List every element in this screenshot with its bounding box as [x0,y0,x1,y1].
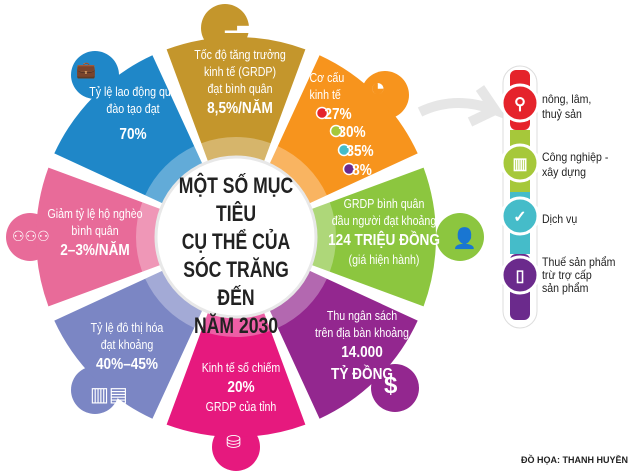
segment-labor [54,55,203,204]
bar-chart-icon: ▁▃▅↗ [225,16,276,33]
segment-inner-ring [201,312,271,337]
segment-structure: Cơ cấu kinh tế [310,70,361,104]
segment-inner-ring [201,136,271,162]
people-icon: ⚇⚇⚇ [12,228,50,244]
value: TỶ ĐỒNG [331,366,393,383]
label: Giảm tỷ lệ hộ nghèo [47,207,143,221]
legend-label: Dịch vụ [542,212,578,226]
segment-digital-economy [166,312,306,437]
check-icon-glyph: ✓ [513,209,526,226]
segment-digital-economy: Kinh tế số chiếm 20% GRDP của tỉnh [193,360,288,416]
credit: ĐỒ HỌA: THANH HUYỀN [521,455,628,465]
title-line: SÓC TRĂNG ĐẾN [183,257,289,310]
note: GRDP của tỉnh [205,400,277,414]
label: đạt khoảng [100,338,154,352]
notebook-icon [500,255,540,295]
factory-icon [500,143,540,183]
icon-bump [436,213,484,261]
legend-label: xây dựng [542,165,587,179]
center-circle [154,155,318,319]
legend-item-tax: Thuế sản phẩm trừ trợ cấp sản phẩm [542,256,615,295]
segment-urbanization [54,270,203,419]
segment-grdp-per-capita: GRDP bình quân đầu người đạt khoảng 124 … [328,196,440,269]
value-service: 35% [346,143,374,160]
segment-inner-ring [145,270,203,328]
title-line: NĂM 2030 [193,313,279,338]
label: Thu ngân sách [326,309,398,323]
pie-chart-icon: ◔ [370,72,386,102]
value-agri: 27% [324,106,352,123]
label: Tỷ lệ lao động qua [89,85,177,99]
label: đầu người đạt khoảng [331,214,437,228]
legend-item-agri: nông, lâm, thuỷ sản [542,92,591,122]
structure-dot-check-icon [337,143,351,157]
legend-label: trừ trợ cấp [542,268,592,282]
segment-inner-ring [145,146,203,204]
label: kinh tế [309,88,341,102]
legend-label: Thuế sản phẩm [542,255,616,269]
briefcase-icon: 💼 [76,62,96,79]
segment-poverty [36,167,161,307]
structure-dot-factory-icon [329,124,343,138]
segment-inner-ring [269,270,327,328]
segment-poverty: Giảm tỷ lệ hộ nghèo bình quân 2–3%/NĂM [40,206,151,262]
value: 70% [119,126,147,143]
structure-dot-magnifier-icon [315,106,329,120]
segment-labor: Tỷ lệ lao động qua đào tạo đạt 70% [78,84,189,146]
value: 8,5%/NĂM [207,100,273,117]
magnifier-icon-glyph: ⚲ [514,96,526,113]
label: đào tạo đạt [106,102,160,116]
label: Kinh tế số chiếm [201,361,281,375]
dollar-icon: $ [384,372,398,399]
icon-bump [371,364,419,412]
value: 2–3%/NĂM [60,242,130,259]
label: Cơ cấu [309,71,345,85]
structure-dot-notebook-icon [342,162,356,176]
magnifier-icon [500,83,540,123]
check-icon [500,196,540,236]
legend-label: nông, lâm, [542,92,592,106]
segment-budget [269,270,418,419]
segment-inner-ring [136,202,161,272]
segment-growth [166,37,306,162]
segment-inner-ring [269,146,327,204]
legend-item-industry: Công nghiệp - xây dựng [542,150,608,180]
label: kinh tế (GRDP) [203,65,277,79]
segment-structure [269,55,418,204]
buildings-icon: ▥▤ [90,384,128,406]
segment-budget: Thu ngân sách trên địa bàn khoảng 14.000… [306,308,418,386]
notebook-icon-glyph: ▯ [516,268,525,285]
value: 124 TRIỆU ĐỒNG [328,232,440,249]
coins-icon: ⛁ [226,432,242,452]
label: Tốc độ tăng trưởng [194,48,286,62]
segment-grdp-per-capita [311,167,436,307]
legend-item-service: Dịch vụ [542,212,577,227]
arrow-decoration [417,85,509,127]
title-line: CỤ THỂ CỦA [181,229,291,254]
label: GRDP bình quân [343,197,425,211]
factory-icon-glyph: ▥ [512,156,527,173]
center-title: MỘT SỐ MỤC TIÊU CỤ THỂ CỦA SÓC TRĂNG ĐẾN… [172,172,300,340]
label: Tỷ lệ đô thị hóa [90,321,164,335]
value: 40%–45% [95,356,158,373]
value: 20% [227,379,255,396]
value-tax: 8% [352,162,372,179]
segment-urbanization: Tỷ lệ đô thị hóa đạt khoảng 40%–45% [72,320,183,376]
legend-label: Công nghiệp - [542,150,609,164]
label: bình quân [71,224,119,238]
title-line: MỘT SỐ MỤC TIÊU [178,173,294,226]
value-industry: 30% [338,124,366,141]
segment-growth: Tốc độ tăng trưởng kinh tế (GRDP) đạt bì… [181,47,300,120]
legend-label: sản phẩm [542,281,589,295]
label: trên địa bàn khoảng [315,326,409,340]
label: đạt bình quân [207,82,273,96]
person-icon: 👤 [452,228,477,250]
value: 14.000 [341,344,383,361]
segment-inner-ring [311,202,336,272]
note: (giá hiện hành) [348,253,420,267]
legend-label: thuỷ sản [542,107,582,121]
